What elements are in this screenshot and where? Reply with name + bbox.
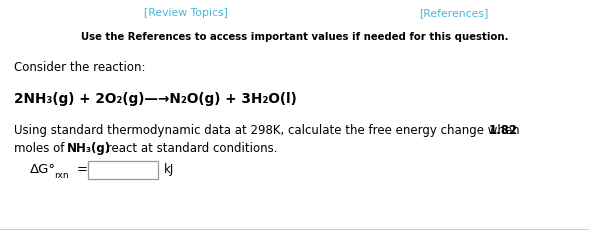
FancyBboxPatch shape <box>88 161 158 179</box>
Text: ΔG°: ΔG° <box>30 162 56 175</box>
Text: Using standard thermodynamic data at 298K, calculate the free energy change when: Using standard thermodynamic data at 298… <box>14 123 524 136</box>
Text: [Review Topics]: [Review Topics] <box>144 8 227 18</box>
Text: rxn: rxn <box>54 170 69 179</box>
Text: 2NH₃(g) + 2O₂(g)—→N₂O(g) + 3H₂O(l): 2NH₃(g) + 2O₂(g)—→N₂O(g) + 3H₂O(l) <box>14 92 297 106</box>
Text: [References]: [References] <box>419 8 488 18</box>
Text: moles of: moles of <box>14 141 68 154</box>
Text: kJ: kJ <box>164 162 174 175</box>
Text: =: = <box>77 162 88 175</box>
Text: Use the References to access important values if needed for this question.: Use the References to access important v… <box>81 31 508 41</box>
Text: react at standard conditions.: react at standard conditions. <box>103 141 277 154</box>
Text: 1.82: 1.82 <box>489 123 518 136</box>
Text: Consider the reaction:: Consider the reaction: <box>14 61 145 74</box>
Text: NH₃(g): NH₃(g) <box>67 141 111 154</box>
